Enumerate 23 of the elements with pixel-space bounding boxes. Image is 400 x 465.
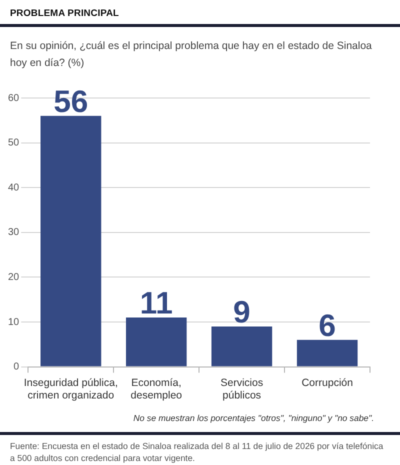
- y-tick-label: 0: [14, 362, 20, 373]
- x-tick-label: Economía, desempleo: [130, 376, 182, 402]
- y-tick-label: 60: [8, 92, 20, 104]
- data-label: 11: [140, 286, 173, 321]
- source-note: Fuente: Encuesta en el estado de Sinaloa realizada del 8 al 11 de julio de 2026 por vía telefónica a 500 adultos con credencial para votar vigente.: [10, 440, 384, 464]
- x-tick-label: Servicios públicos: [220, 376, 264, 402]
- y-tick-label: 30: [8, 227, 20, 238]
- data-label: 6: [318, 308, 336, 343]
- y-tick-label: 50: [8, 138, 20, 149]
- text: No se muestran los porcentajes "otros", "ninguno" y "no sabe".: [133, 413, 374, 423]
- x-tick-label: Corrupción: [302, 376, 354, 389]
- bar: [211, 326, 272, 366]
- chart-title: PROBLEMA PRINCIPAL: [10, 8, 119, 19]
- bar: [296, 340, 358, 366]
- y-tick-label: 20: [8, 272, 20, 283]
- y-tick-label: 10: [8, 316, 20, 328]
- chart-subtitle: En su opinión, ¿cuál es el principal problema que hay en el estado de Sinaloa hoy en día? (%): [10, 39, 373, 71]
- y-tick-label: 40: [8, 182, 20, 194]
- data-label: 56: [54, 84, 88, 119]
- data-label: 9: [233, 294, 250, 330]
- bar: [126, 318, 187, 366]
- x-tick-label: Inseguridad pública, crimen organizado: [24, 376, 118, 402]
- bar: [40, 116, 102, 366]
